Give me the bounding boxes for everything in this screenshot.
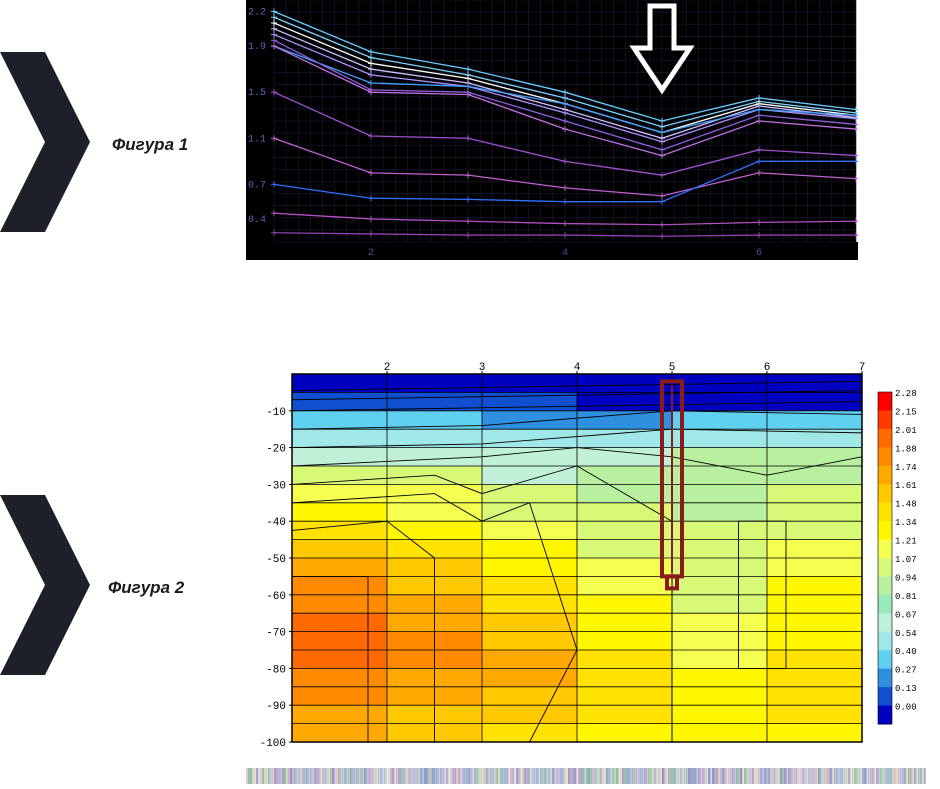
svg-text:2.15: 2.15 bbox=[895, 407, 917, 417]
svg-text:1.74: 1.74 bbox=[895, 463, 917, 473]
svg-text:-70: -70 bbox=[266, 628, 286, 640]
chart-2: 234567-10-20-30-40-50-60-70-80-90-1002.2… bbox=[246, 358, 926, 753]
chevron-shape-1 bbox=[0, 52, 90, 232]
noise-bar bbox=[246, 768, 926, 784]
chart-1: 2.2 1.9 1.5 1.1 0.7 0.4 2 4 6 bbox=[246, 0, 858, 260]
figure-2-label: Фигура 2 bbox=[108, 578, 184, 598]
svg-text:2: 2 bbox=[368, 248, 374, 259]
svg-text:0.27: 0.27 bbox=[895, 666, 917, 676]
svg-text:1.61: 1.61 bbox=[895, 481, 917, 491]
chevron-shape-2 bbox=[0, 495, 90, 675]
noise-bar-svg bbox=[246, 768, 926, 784]
svg-text:0.7: 0.7 bbox=[248, 180, 266, 191]
chevron-poly bbox=[0, 52, 90, 232]
svg-text:-100: -100 bbox=[260, 738, 286, 750]
svg-text:-10: -10 bbox=[266, 407, 286, 419]
svg-text:0.4: 0.4 bbox=[248, 215, 266, 226]
svg-text:0.81: 0.81 bbox=[895, 592, 917, 602]
svg-text:-80: -80 bbox=[266, 664, 286, 676]
svg-text:-60: -60 bbox=[266, 591, 286, 603]
svg-text:1.34: 1.34 bbox=[895, 518, 917, 528]
svg-text:1.21: 1.21 bbox=[895, 537, 917, 547]
svg-text:1.88: 1.88 bbox=[895, 444, 917, 454]
svg-text:2.2: 2.2 bbox=[248, 8, 266, 19]
svg-text:0.00: 0.00 bbox=[895, 703, 917, 713]
svg-text:1.5: 1.5 bbox=[248, 88, 266, 99]
svg-text:0.13: 0.13 bbox=[895, 684, 917, 694]
svg-text:0.67: 0.67 bbox=[895, 610, 917, 620]
svg-text:0.40: 0.40 bbox=[895, 647, 917, 657]
svg-text:-20: -20 bbox=[266, 444, 286, 456]
svg-text:6: 6 bbox=[756, 248, 762, 259]
svg-text:-30: -30 bbox=[266, 480, 286, 492]
svg-text:-90: -90 bbox=[266, 701, 286, 713]
chart-1-svg: 2.2 1.9 1.5 1.1 0.7 0.4 2 4 6 bbox=[246, 0, 858, 260]
svg-text:0.94: 0.94 bbox=[895, 573, 917, 583]
svg-text:1.48: 1.48 bbox=[895, 500, 917, 510]
svg-text:-50: -50 bbox=[266, 554, 286, 566]
svg-text:-40: -40 bbox=[266, 517, 286, 529]
svg-text:1.07: 1.07 bbox=[895, 555, 917, 565]
svg-text:2.01: 2.01 bbox=[895, 426, 917, 436]
svg-text:4: 4 bbox=[562, 248, 568, 259]
svg-text:0.54: 0.54 bbox=[895, 629, 917, 639]
figure-1-label: Фигура 1 bbox=[112, 135, 188, 155]
svg-text:1.1: 1.1 bbox=[248, 134, 266, 145]
svg-text:2.28: 2.28 bbox=[895, 389, 917, 399]
svg-text:1.9: 1.9 bbox=[248, 42, 266, 53]
chevron-poly bbox=[0, 495, 90, 675]
chart-2-svg: 234567-10-20-30-40-50-60-70-80-90-1002.2… bbox=[246, 358, 926, 753]
